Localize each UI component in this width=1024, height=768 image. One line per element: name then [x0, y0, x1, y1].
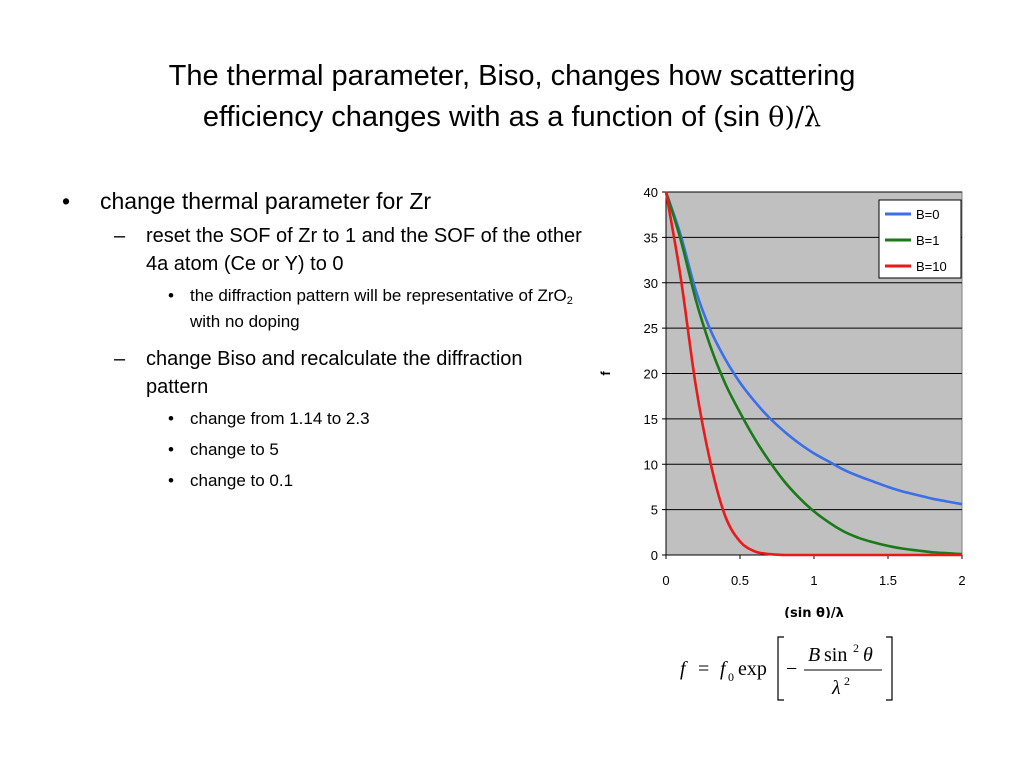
y-tick-label: 20	[644, 367, 658, 382]
bullet-level3: • change to 0.1	[62, 468, 582, 494]
formula-sin: sin	[824, 644, 847, 666]
y-tick-label: 0	[651, 548, 658, 563]
bullet-level2: – change Biso and recalculate the diffrac…	[62, 345, 582, 401]
bullet-dot-icon: •	[168, 409, 174, 428]
x-tick-label: 1.5	[879, 573, 897, 588]
y-tick-label: 10	[644, 457, 658, 472]
bullet-level2: – reset the SOF of Zr to 1 and the SOF of…	[62, 222, 582, 278]
bullet-text: the diffraction pattern will be represen…	[190, 286, 567, 305]
bullet-level3: • the diffraction pattern will be represe…	[62, 283, 582, 335]
bullet-list: • change thermal parameter for Zr – reset …	[62, 186, 582, 494]
title-line-2-text: efficiency changes with as a function of…	[202, 101, 769, 133]
formula-lambda: λ	[831, 677, 841, 699]
subscript: 2	[566, 295, 573, 307]
bullet-dot-icon: •	[62, 188, 71, 214]
formula-theta: θ	[863, 644, 873, 666]
formula-lhs: f	[680, 658, 688, 680]
left-bracket	[777, 636, 784, 701]
bullet-text: reset the SOF of Zr to 1 and the SOF of …	[146, 225, 582, 275]
series-line-b10	[664, 191, 962, 557]
x-tick-label: 1	[810, 573, 817, 588]
thermal-factor-formula: f = f 0 exp − B sin 2 θ λ 2	[680, 636, 893, 701]
legend-label: B=10	[916, 259, 947, 274]
formula-f0-sub: 0	[728, 670, 734, 684]
formula-lambda-sup: 2	[844, 674, 850, 688]
y-tick-label: 30	[644, 276, 658, 291]
bullet-text: change Biso and recalculate the diffract…	[146, 348, 523, 398]
y-tick-label: 5	[651, 503, 658, 518]
bullet-text: change to 0.1	[190, 471, 294, 490]
series-line-b0	[664, 191, 963, 506]
series-line-b1	[664, 191, 963, 556]
bullet-text: change to 5	[190, 440, 279, 459]
legend-label: B=0	[916, 207, 940, 222]
scattering-factor-chart: 0 5 10 15 20 25 30 35 40 0 0.5 1 1.5 2 B=0 B=1 B=10 (sin …	[598, 185, 966, 618]
bullet-text: change thermal parameter for Zr	[100, 188, 432, 214]
legend-label: B=1	[916, 233, 940, 248]
slide-title: The thermal parameter, Biso, changes how…	[40, 56, 984, 138]
x-tick-label: 0.5	[731, 573, 749, 588]
formula-exp: exp	[738, 658, 767, 680]
title-line-2: efficiency changes with as a function of…	[40, 97, 984, 138]
dash-icon: –	[114, 225, 126, 247]
dash-icon: –	[114, 348, 126, 370]
title-line-1: The thermal parameter, Biso, changes how…	[168, 60, 856, 92]
y-tick-label: 35	[644, 230, 658, 245]
right-bracket	[886, 636, 893, 701]
bullet-text-suffix: with no doping	[190, 312, 300, 331]
x-tick-label: 2	[958, 573, 965, 588]
bullet-dot-icon: •	[168, 286, 174, 305]
formula-minus: −	[786, 658, 797, 680]
bullet-level1: • change thermal parameter for Zr	[62, 186, 582, 216]
bullet-level3: • change to 5	[62, 437, 582, 463]
formula-eq: =	[698, 658, 709, 680]
formula-f0: f	[720, 658, 728, 680]
formula-B: B	[808, 644, 820, 666]
y-tick-label: 15	[644, 412, 658, 427]
formula-sin-sup: 2	[853, 641, 859, 655]
title-line-2-greek: θ)/λ	[768, 102, 822, 133]
bullet-text: change from 1.14 to 2.3	[190, 409, 370, 428]
y-axis-label: f	[598, 371, 613, 376]
bullet-dot-icon: •	[168, 471, 174, 490]
bullet-level3: • change from 1.14 to 2.3	[62, 406, 582, 432]
y-tick-label: 40	[644, 185, 658, 200]
x-axis-label: (sin θ)/λ	[784, 606, 844, 618]
bullet-dot-icon: •	[168, 440, 174, 459]
x-tick-label: 0	[662, 573, 669, 588]
y-tick-label: 25	[644, 321, 658, 336]
